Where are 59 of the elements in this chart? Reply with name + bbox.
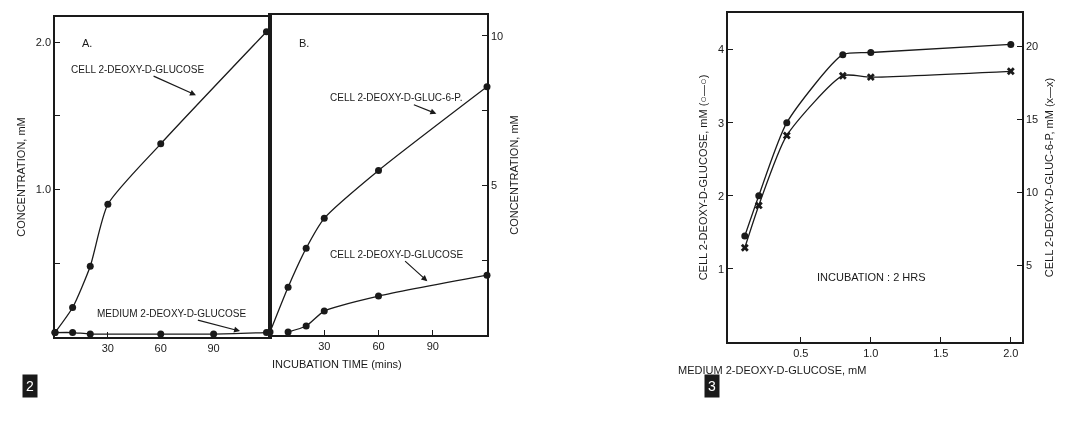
y2-tick-label: 15 [1025, 113, 1039, 126]
point [86, 262, 94, 270]
x-axis-title: MEDIUM 2-DEOXY-D-GLUCOSE, mM [678, 364, 867, 376]
point [302, 244, 310, 252]
y-axis-title: CONCENTRATION, mM [14, 117, 27, 237]
x-tick-label: 90 [207, 341, 220, 354]
x-tick-label: 2.0 [1003, 346, 1019, 359]
x-tick-label: 1.0 [863, 346, 879, 359]
y-axis-title: CELL 2-DEOXY-D-GLUCOSE, mM (○—○) [697, 74, 710, 281]
point [1007, 40, 1015, 48]
y2-axis-title: CONCENTRATION, mM [507, 115, 520, 235]
point [302, 322, 310, 330]
point [740, 243, 749, 252]
y2-tick-label: 5 [1025, 259, 1033, 272]
annotation: A. [82, 37, 93, 49]
point [284, 283, 292, 291]
annotation: B. [299, 37, 310, 49]
series-label: CELL 2-DEOXY-D-GLUC-6-P. [330, 92, 463, 103]
point [69, 304, 77, 312]
x-tick-label: 1.5 [933, 346, 949, 359]
point [320, 214, 328, 222]
x-tick-label: 30 [101, 341, 114, 354]
point [320, 307, 328, 315]
x-tick-label: 90 [426, 339, 439, 352]
point [782, 131, 791, 140]
y-tick-label: 1 [717, 262, 725, 275]
point [375, 292, 382, 300]
y2-tick-label: 10 [490, 29, 504, 42]
point [86, 330, 94, 338]
annotation: INCUBATION : 2 HRS [817, 271, 926, 283]
point [741, 232, 749, 240]
y2-tick-label: 5 [490, 179, 498, 192]
point [104, 200, 112, 208]
y2-axis-title: CELL 2-DEOXY-D-GLUC-6-P, mM (x—x) [1042, 77, 1055, 278]
x-tick-label: 0.5 [793, 346, 809, 359]
point [1006, 67, 1015, 76]
series-label: CELL 2-DEOXY-D-GLUCOSE [330, 249, 464, 260]
x-tick-label: 30 [318, 339, 331, 352]
y2-tick-label: 20 [1025, 40, 1039, 53]
x-tick-label: 60 [372, 339, 385, 352]
point [375, 167, 382, 175]
y-tick-label: 4 [717, 43, 725, 56]
x-tick-label: 60 [154, 341, 167, 354]
point [866, 73, 875, 82]
point [839, 51, 847, 59]
y-tick-label: 3 [717, 116, 725, 129]
point [838, 71, 847, 80]
point [754, 201, 763, 210]
y-tick-label: 2 [717, 189, 725, 202]
point [755, 192, 763, 200]
series-label: MEDIUM 2-DEOXY-D-GLUCOSE [97, 308, 247, 319]
x-axis-title: INCUBATION TIME (mins) [272, 358, 402, 370]
series-label: CELL 2-DEOXY-D-GLUCOSE [71, 64, 205, 75]
point [69, 329, 77, 337]
y2-tick-label: 10 [1025, 186, 1039, 199]
point [157, 140, 165, 148]
point [284, 328, 292, 336]
point [783, 119, 791, 127]
point [867, 48, 875, 56]
